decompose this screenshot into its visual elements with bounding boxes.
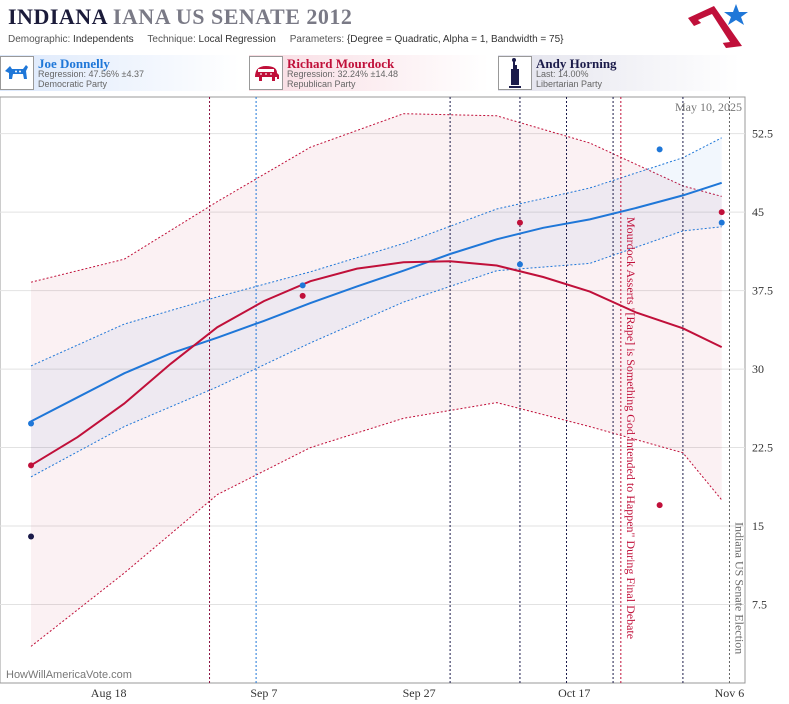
candidate-stat: Regression: 32.24% ±14.48 [287,69,399,79]
poll-point [656,502,663,509]
x-tick-label: Oct 17 [558,686,590,700]
poll-point [299,282,306,289]
poll-point [28,462,35,469]
y-tick-label: 52.5 [752,127,773,141]
y-tick-label: 22.5 [752,441,773,455]
watermark-text: HowWillAmericaVote.com [6,669,132,681]
candidate-name: Joe Donnelly [38,56,110,71]
y-tick-labels: 7.5 15 22.5 30 37.5 45 52.5 [752,127,773,612]
candidate-name: Richard Mourdock [287,56,395,71]
candidate-card-democrat: Joe Donnelly Regression: 47.56% ±4.37 De… [0,55,240,91]
band-upper-line [30,137,722,367]
y-tick-label: 7.5 [752,598,767,612]
technique-value: Local Regression [198,34,276,45]
band-upper-line [30,113,722,283]
poll-point [299,292,306,299]
demographic-label: Demographic: [8,34,71,45]
liberty-statue-icon [498,56,532,90]
annotation-debate: Mourdock Asserts "[Rape] is Something Go… [624,217,638,639]
poll-point [718,219,725,226]
band-lower-line [30,226,722,478]
candidate-party: Republican Party [287,79,356,89]
site-logo [686,2,750,55]
series-fit-line [30,181,723,423]
donkey-icon [0,56,34,90]
annotation-election: Indiana US Senate Election [732,522,746,654]
title-state: INDIANA [8,4,107,29]
annotations: Mourdock Asserts "[Rape] is Something Go… [624,217,747,654]
candidate-card-republican: Richard Mourdock Regression: 32.24% ±14.… [249,55,489,91]
poll-point [718,209,725,216]
candidate-party: Democratic Party [38,79,108,89]
x-tick-labels: Aug 18 Sep 7 Sep 27 Oct 17 Nov 6 [91,686,745,700]
technique-label: Technique: [147,34,196,45]
poll-point [656,146,663,153]
poll-point [28,533,35,540]
series-fit-line [30,260,723,467]
confidence-bands [30,113,723,647]
parameters-line: Demographic: Independents Technique: Loc… [8,34,564,45]
poll-points [28,146,725,540]
candidate-card-libertarian: Andy Horning Last: 14.00% Libertarian Pa… [498,55,740,91]
confidence-band [31,137,722,477]
x-tick-label: Nov 6 [715,686,745,700]
candidate-stat: Last: 14.00% [536,69,589,79]
title-race: IANA US SENATE 2012 [112,4,353,29]
parameters-value: {Degree = Quadratic, Alpha = 1, Bandwidt… [346,34,564,45]
chart-title: INDIANA IANA US SENATE 2012 [8,4,352,30]
x-tick-label: Aug 18 [91,686,127,700]
candidate-name: Andy Horning [536,56,617,71]
parameters-label: Parameters: [289,34,345,45]
band-lower-line [30,402,723,647]
confidence-band [31,113,722,647]
elephant-icon [249,56,283,90]
x-tick-label: Sep 27 [403,686,436,700]
poll-point [516,261,523,268]
poll-point [28,420,35,427]
y-tick-label: 15 [752,519,764,533]
date-label: May 10, 2025 [675,100,742,114]
y-tick-label: 45 [752,205,764,219]
candidate-party: Libertarian Party [536,79,603,89]
series-lines [30,181,723,467]
y-tick-label: 37.5 [752,284,773,298]
x-tick-label: Sep 7 [250,686,277,700]
poll-point [516,219,523,226]
demographic-value: Independents [73,34,134,45]
candidate-stat: Regression: 47.56% ±4.37 [38,69,145,79]
y-tick-label: 30 [752,362,764,376]
